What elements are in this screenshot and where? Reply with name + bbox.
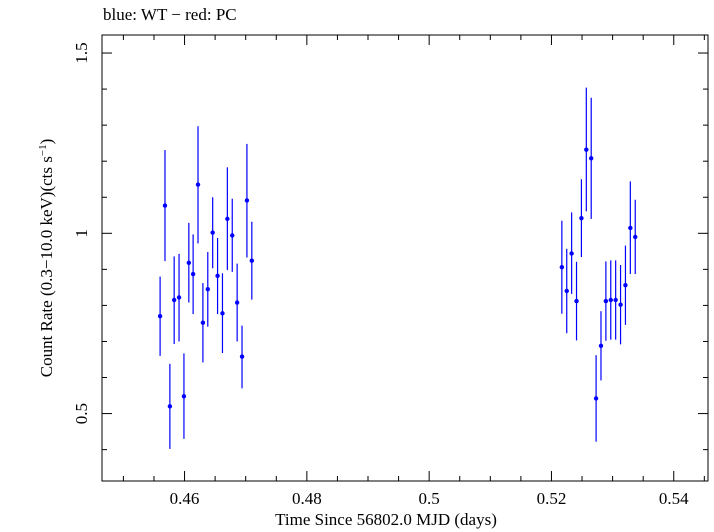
data-point <box>239 325 245 389</box>
data-marker <box>210 230 215 235</box>
data-marker <box>205 286 210 292</box>
data-marker <box>171 297 177 303</box>
y-tick-label: 0.5 <box>72 403 91 424</box>
data-marker <box>162 203 168 208</box>
x-tick-label: 0.5 <box>419 489 440 508</box>
plot-frame <box>101 34 709 482</box>
data-point <box>234 263 240 342</box>
data-point <box>195 126 201 244</box>
x-axis-ticks <box>122 35 705 481</box>
y-axis-ticks <box>102 52 708 451</box>
data-point <box>633 199 638 275</box>
data-marker <box>618 302 623 307</box>
data-point <box>167 363 173 449</box>
data-point <box>190 234 196 315</box>
data-marker <box>569 251 574 256</box>
data-marker <box>249 258 255 263</box>
data-point <box>181 353 187 439</box>
data-marker <box>220 311 225 316</box>
x-tick-label: 0.48 <box>292 489 322 508</box>
x-tick-label: 0.46 <box>170 489 200 508</box>
data-marker <box>244 198 250 203</box>
data-marker <box>239 354 245 359</box>
data-marker <box>225 216 230 222</box>
data-marker <box>186 260 192 266</box>
data-marker <box>574 298 579 304</box>
data-point <box>598 311 604 381</box>
data-marker <box>613 297 618 303</box>
data-point <box>210 197 215 269</box>
data-marker <box>598 343 604 348</box>
data-marker <box>623 283 628 288</box>
data-marker <box>564 288 569 294</box>
data-marker <box>608 297 613 303</box>
y-tick-label: 1 <box>72 229 91 238</box>
data-point <box>205 252 210 327</box>
data-point <box>230 198 235 272</box>
y-axis-label-main: Count Rate (0.3−10.0 keV)(cts s <box>37 156 56 377</box>
data-marker <box>589 156 594 161</box>
data-marker <box>200 320 206 325</box>
data-marker <box>603 298 609 304</box>
data-marker <box>633 234 638 240</box>
data-point <box>618 265 623 345</box>
data-marker <box>157 314 163 319</box>
data-point <box>215 237 220 315</box>
data-point <box>603 261 609 341</box>
x-axis-label: Time Since 56802.0 MJD (days) <box>275 510 497 529</box>
y-axis-tick-labels: 0.5 1 1.5 <box>72 42 91 424</box>
data-point <box>623 245 628 325</box>
data-marker <box>181 394 187 399</box>
x-tick-label: 0.52 <box>537 489 567 508</box>
data-point <box>176 253 182 342</box>
data-point <box>593 355 599 442</box>
data-point <box>589 97 594 219</box>
data-point <box>244 143 250 258</box>
data-point <box>157 276 163 356</box>
data-point <box>225 167 230 271</box>
data-marker <box>593 396 599 401</box>
x-axis-tick-labels: 0.46 0.48 0.5 0.52 0.54 <box>170 489 689 508</box>
data-point <box>200 283 206 363</box>
data-point <box>249 221 255 300</box>
data-point <box>220 273 225 354</box>
y-axis-label-exponent: −1 <box>37 144 49 156</box>
data-point <box>186 222 192 303</box>
data-marker <box>195 182 201 187</box>
data-point <box>574 261 579 341</box>
data-point <box>569 212 574 294</box>
data-point <box>584 87 589 212</box>
data-marker <box>628 225 633 231</box>
data-series <box>157 87 638 449</box>
data-marker <box>559 264 565 270</box>
data-marker <box>230 233 235 238</box>
data-point <box>162 150 168 262</box>
data-point <box>608 260 613 340</box>
data-point <box>171 256 177 344</box>
data-marker <box>584 147 589 152</box>
data-point <box>613 260 618 340</box>
data-marker <box>215 273 220 279</box>
chart-title: blue: WT − red: PC <box>103 5 237 24</box>
y-tick-label: 1.5 <box>72 42 91 63</box>
x-tick-label: 0.54 <box>659 489 689 508</box>
data-marker <box>176 295 182 300</box>
data-marker <box>167 404 173 409</box>
data-point <box>564 248 569 334</box>
data-point <box>628 181 633 275</box>
data-point <box>579 179 584 258</box>
y-axis-label: Count Rate (0.3−10.0 keV)(cts s−1) <box>37 139 56 378</box>
data-marker <box>190 271 196 277</box>
data-point <box>559 220 565 314</box>
y-axis-label-close: ) <box>37 139 56 145</box>
data-marker <box>579 215 584 221</box>
data-marker <box>234 300 240 305</box>
